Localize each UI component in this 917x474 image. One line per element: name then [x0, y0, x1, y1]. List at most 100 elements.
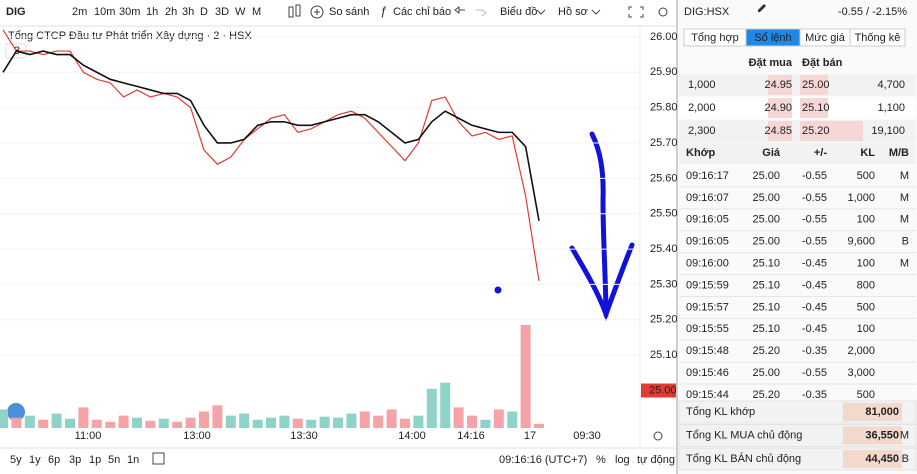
- trade-cell: 500: [857, 170, 875, 182]
- chart-menu[interactable]: Biểu đồ: [500, 6, 537, 18]
- volume-bar: [493, 409, 504, 428]
- trade-cell: 25.00: [752, 170, 780, 182]
- bid-price: 24.90: [764, 102, 792, 114]
- panel-symbol: DIG:HSX: [684, 6, 730, 18]
- range-button[interactable]: 3p: [69, 454, 81, 466]
- interval-button[interactable]: 30m: [119, 6, 140, 18]
- panel-change: -0.55 / -2.15%: [838, 6, 907, 18]
- volume-bar: [266, 417, 276, 428]
- interval-button[interactable]: 2h: [165, 6, 177, 18]
- interval-button[interactable]: 1h: [146, 6, 158, 18]
- price-line: [2, 29, 540, 281]
- percent-toggle[interactable]: %: [596, 454, 606, 466]
- volume-bar: [118, 415, 129, 428]
- trade-cell: 500: [857, 389, 875, 401]
- edit-icon[interactable]: [758, 4, 766, 12]
- trade-header: Khớp: [686, 147, 715, 159]
- log-toggle[interactable]: log: [615, 454, 630, 466]
- volume-bar: [158, 418, 169, 428]
- trade-cell: 09:15:44: [686, 389, 729, 401]
- range-button[interactable]: 1n: [127, 454, 139, 466]
- volume-bar: [172, 421, 183, 428]
- y-tick-label: 25.30: [650, 278, 678, 290]
- volume-bar: [38, 419, 49, 428]
- x-tick-label: 14:00: [398, 430, 426, 442]
- profile-menu[interactable]: Hồ sơ: [558, 6, 588, 18]
- interval-button[interactable]: W: [235, 6, 246, 18]
- interval-button[interactable]: 10m: [94, 6, 115, 18]
- interval-button[interactable]: 3h: [182, 6, 194, 18]
- row-bg: [679, 97, 916, 119]
- annotation-dot: [494, 286, 502, 294]
- range-button[interactable]: 1y: [29, 454, 41, 466]
- trade-cell: 1,000: [847, 192, 875, 204]
- range-button[interactable]: 6p: [48, 454, 60, 466]
- x-tick-label: 11:00: [75, 430, 102, 442]
- bid-price: 24.95: [764, 79, 792, 91]
- trade-cell: 800: [857, 279, 875, 291]
- tab-label[interactable]: Thống kê: [855, 32, 901, 44]
- y-tick-label: 25.60: [650, 172, 678, 184]
- ask-volume: 19,100: [871, 125, 905, 137]
- volume-bar: [78, 407, 89, 428]
- range-button[interactable]: 1p: [89, 454, 101, 466]
- volume-bar: [199, 411, 209, 428]
- volume-bar: [534, 423, 544, 428]
- y-tick-label: 25.10: [650, 349, 678, 361]
- logo: [7, 403, 25, 421]
- trade-cell: 09:15:55: [686, 323, 729, 335]
- trade-cell: 25.20: [752, 345, 780, 357]
- interval-button[interactable]: M: [252, 6, 261, 18]
- x-tick-label: 13:00: [183, 430, 211, 442]
- volume-bar: [480, 419, 491, 428]
- symbol: DIG: [6, 6, 26, 18]
- x-tick-label: 09:30: [573, 430, 601, 442]
- bid-depth: [768, 75, 792, 95]
- y-tick-label: 25.20: [650, 314, 678, 326]
- trade-cell: -0.35: [802, 389, 827, 401]
- trade-header: KL: [860, 147, 875, 159]
- interval-button[interactable]: D: [200, 6, 208, 18]
- y-tick-label: 25.40: [650, 243, 678, 255]
- interval-button[interactable]: 2m: [72, 6, 87, 18]
- trade-cell: 09:15:57: [686, 301, 729, 313]
- x-tick-label: 14:16: [457, 430, 485, 442]
- annotation-arrow: [569, 131, 635, 322]
- range-button[interactable]: 5n: [108, 454, 120, 466]
- compare-button[interactable]: So sánh: [329, 6, 369, 18]
- auto-toggle[interactable]: tự động: [637, 454, 675, 466]
- volume-bar: [292, 418, 303, 428]
- range-button[interactable]: 5y: [10, 454, 22, 466]
- trade-cell: 25.10: [752, 279, 780, 291]
- trade-cell: M: [900, 192, 909, 204]
- volume-bar: [0, 409, 8, 428]
- fx-icon: ƒ: [380, 4, 387, 18]
- trade-header: +/-: [814, 147, 827, 159]
- trade-cell: 25.10: [752, 323, 780, 335]
- interval-button[interactable]: 3D: [215, 6, 229, 18]
- total-value-bg: [843, 426, 902, 445]
- trade-cell: M: [900, 258, 909, 270]
- volume-bar: [386, 409, 397, 428]
- total-value: 81,000: [865, 406, 899, 418]
- trade-cell: 09:16:07: [686, 192, 729, 204]
- trade-cell: 100: [857, 258, 875, 270]
- last-price-label: 25.00: [649, 384, 677, 396]
- ask-price: 25.20: [802, 125, 830, 137]
- ask-price: 25.10: [802, 102, 830, 114]
- total-value-bg: [843, 450, 902, 468]
- tab-label[interactable]: Mức giá: [805, 32, 846, 44]
- indicators-button[interactable]: Các chỉ báo: [393, 6, 451, 18]
- trade-cell: 09:16:00: [686, 258, 729, 270]
- x-tick-label: 13:30: [290, 430, 318, 442]
- trade-cell: 09:16:05: [686, 236, 729, 248]
- y-tick-label: 25.50: [650, 208, 678, 220]
- ask-volume: 1,100: [877, 102, 905, 114]
- volume-bar: [185, 417, 196, 428]
- trade-header-bg: [679, 143, 916, 164]
- trade-cell: 09:15:46: [686, 367, 729, 379]
- tab[interactable]: [849, 28, 906, 47]
- tab-label[interactable]: Sổ lệnh: [754, 32, 791, 44]
- tab-label[interactable]: Tổng hợp: [691, 32, 739, 44]
